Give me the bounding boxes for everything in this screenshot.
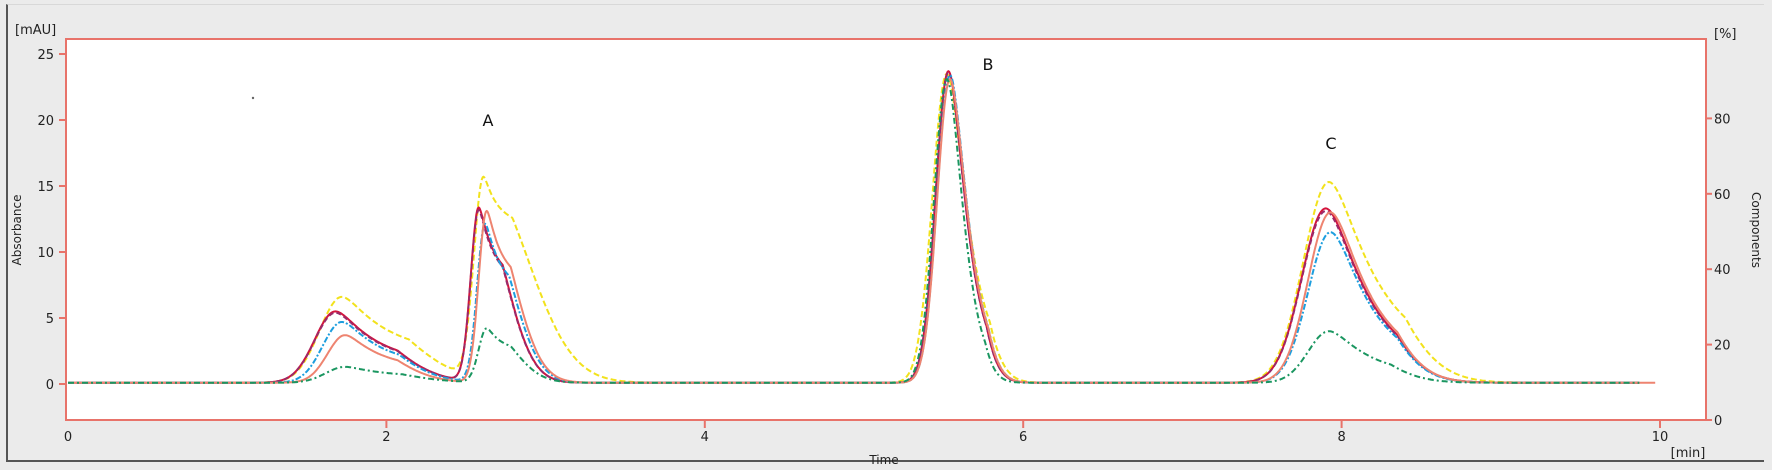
trace-purple — [67, 71, 1640, 384]
x-tick-label: 8 — [1337, 430, 1345, 445]
y-axis-right: [%] 0 20 40 60 80 Components — [1706, 27, 1763, 429]
x-tick-label: 4 — [701, 430, 709, 445]
y-tick-label: 25 — [37, 48, 54, 63]
y-axis-left: [mAU] 0 5 10 15 20 25 Absorbance — [10, 23, 66, 393]
y2-tick-label: 40 — [1714, 263, 1731, 278]
x-axis-title: Time — [868, 453, 898, 467]
y-unit-label: [mAU] — [15, 23, 56, 38]
trace-green — [67, 78, 1640, 384]
y2-tick-label: 20 — [1714, 339, 1731, 354]
y2-axis-title: Components — [1749, 192, 1763, 268]
x-tick-label: 0 — [64, 430, 72, 445]
peak-label-c: C — [1325, 134, 1336, 153]
y-tick-label: 5 — [46, 312, 54, 327]
y-tick-label: 10 — [37, 246, 54, 261]
x-unit-label: [min] — [1671, 446, 1706, 461]
plot-area — [65, 38, 1707, 421]
x-tick-label: 6 — [1019, 430, 1027, 445]
y-tick-label: 20 — [37, 114, 54, 129]
window-frame — [6, 4, 1764, 462]
y-tick-label: 0 — [46, 378, 54, 393]
speck — [251, 96, 255, 100]
peak-label-b: B — [983, 55, 994, 74]
x-tick-label: 10 — [1652, 430, 1669, 445]
x-axis: 0 2 4 6 8 10 Time [min] — [64, 420, 1705, 467]
trace-group — [67, 70, 1656, 384]
trace-salmon — [67, 78, 1656, 384]
x-tick-label: 2 — [382, 430, 390, 445]
y-tick-label: 15 — [37, 180, 54, 195]
y2-tick-label: 0 — [1714, 414, 1722, 429]
y-axis-title: Absorbance — [10, 195, 24, 266]
y2-tick-label: 80 — [1714, 112, 1731, 127]
y2-unit-label: [%] — [1714, 27, 1737, 42]
peak-label-a: A — [483, 111, 494, 130]
y2-tick-label: 60 — [1714, 188, 1731, 203]
